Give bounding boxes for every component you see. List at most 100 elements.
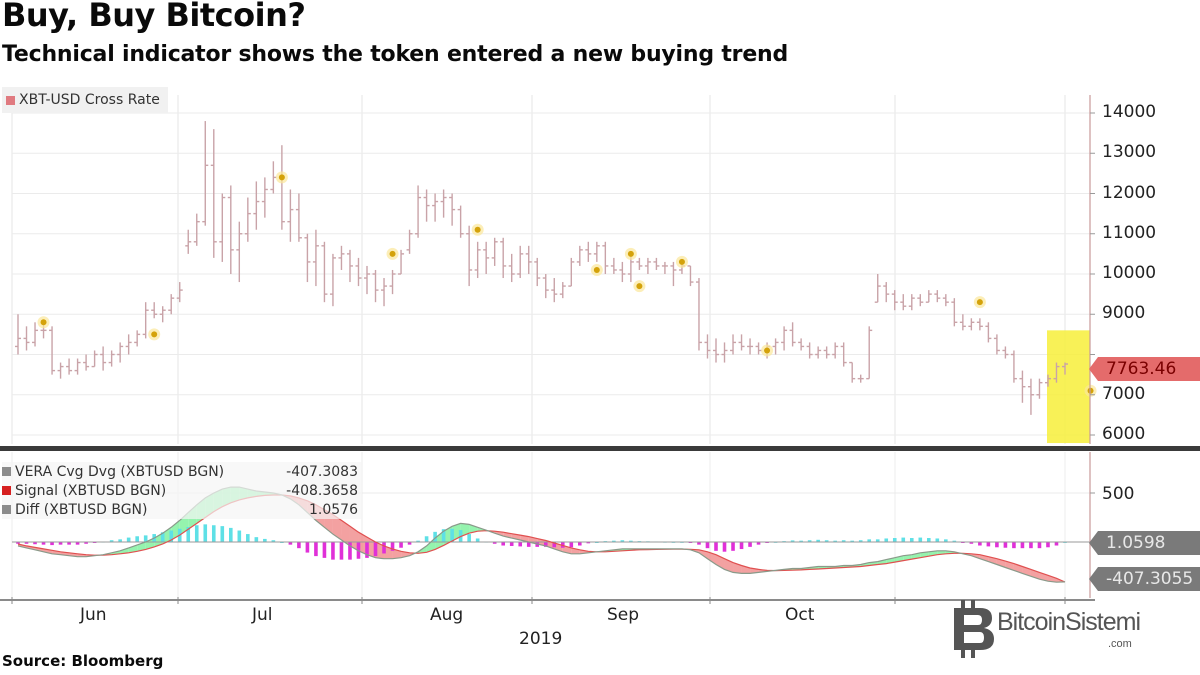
ohlc-bar: [134, 330, 141, 347]
histogram-bar: [365, 542, 369, 558]
price-gridlines: [11, 95, 1090, 444]
histogram-bar: [978, 542, 982, 546]
y-tick-label: 14000: [1102, 102, 1157, 122]
ohlc-bar: [993, 334, 1000, 355]
signal-dot: [389, 250, 396, 257]
histogram-bar: [118, 539, 122, 542]
ohlc-bar: [398, 249, 405, 275]
ohlc-bar: [219, 193, 226, 262]
ohlc-bar: [619, 261, 626, 283]
histogram-bar: [67, 542, 71, 545]
histogram-bar: [722, 542, 727, 552]
chart-title: Buy, Buy Bitcoin?: [2, 0, 306, 34]
histogram-bar: [756, 542, 761, 545]
source-note: Source: Bloomberg: [2, 652, 164, 670]
macd-histogram: [16, 524, 1067, 560]
histogram-bar: [441, 529, 446, 542]
signal-dot: [627, 250, 634, 257]
histogram-bar: [1054, 542, 1059, 546]
histogram-bar: [84, 542, 88, 544]
histogram-bar: [254, 537, 259, 542]
x-tick-label: Sep: [607, 605, 640, 625]
ohlc-bar: [202, 121, 209, 226]
signal-marker: [386, 247, 399, 260]
macd-fill-segment: [716, 554, 725, 570]
macd-fill-segment: [375, 542, 385, 559]
histogram-bar: [433, 531, 437, 542]
ohlc-bar: [176, 282, 183, 303]
histogram-bar: [373, 542, 378, 557]
legend-row-diff: Diff (XBTUSD BGN) 1.0576: [2, 500, 362, 519]
ohlc-bar: [100, 346, 107, 371]
ohlc-bar: [151, 302, 158, 319]
histogram-bar: [416, 540, 420, 542]
macd-fill-segment: [128, 544, 138, 553]
ohlc-bar: [602, 241, 609, 274]
legend-row-signal: Signal (XBTUSD BGN) -408.3658: [2, 481, 362, 500]
ohlc-bar: [406, 229, 413, 254]
macd-fill-segment: [145, 538, 155, 550]
legend-label-price: XBT-USD Cross Rate: [19, 92, 160, 108]
ohlc-bar: [559, 282, 566, 299]
ohlc-bar: [125, 334, 132, 355]
ohlc-bar: [168, 294, 175, 315]
ohlc-bar: [968, 318, 975, 331]
legend-label-diff: Diff (XBTUSD BGN): [15, 501, 148, 518]
signal-dot: [593, 266, 600, 273]
price-y-axis: [1089, 95, 1095, 444]
x-tick-label: Oct: [785, 605, 815, 625]
legend-value-diff: 1.0576: [309, 501, 358, 518]
histogram-bar: [50, 542, 54, 546]
histogram-bar: [833, 540, 837, 542]
last-price-tag: 7763.46: [1089, 357, 1200, 381]
ohlc-bar: [304, 233, 311, 283]
histogram-bar: [918, 537, 923, 542]
macd-fill-segment: [120, 547, 129, 554]
histogram-bar: [135, 536, 139, 542]
histogram-bar: [986, 542, 991, 547]
ohlc-bar: [1027, 378, 1034, 415]
ohlc-bar: [840, 342, 847, 367]
x-axis-year-label: 2019: [519, 629, 563, 649]
ohlc-bar: [874, 274, 881, 303]
ohlc-bar: [525, 245, 532, 274]
y-tick-label: 10000: [1102, 263, 1157, 283]
x-tick-label: Aug: [430, 605, 464, 625]
histogram-bar: [518, 542, 523, 547]
ohlc-bar: [781, 326, 788, 351]
histogram-bar: [41, 542, 46, 545]
ohlc-bar: [542, 274, 549, 299]
histogram-bar: [203, 524, 208, 542]
watermark-suffix: .com: [1108, 638, 1132, 650]
histogram-bar: [867, 539, 872, 542]
ohlc-bar: [755, 342, 762, 355]
ohlc-bar: [534, 257, 541, 287]
histogram-bar: [909, 538, 914, 542]
ohlc-bar: [449, 193, 456, 226]
ohlc-bar: [457, 205, 464, 238]
histogram-bar: [331, 542, 335, 560]
histogram-bar: [305, 542, 310, 553]
ohlc-bar: [568, 257, 575, 287]
signal-marker: [275, 171, 288, 184]
histogram-bar: [612, 540, 616, 542]
legend-swatch-signal: [2, 486, 11, 495]
histogram-bar: [892, 538, 897, 542]
signal-dot: [474, 226, 481, 233]
histogram-bar: [748, 542, 752, 547]
macd-fill-segment: [332, 514, 342, 541]
ohlc-bar: [798, 338, 805, 351]
ohlc-bar: [517, 245, 524, 279]
ohlc-bar: [236, 221, 243, 283]
ohlc-bar: [789, 322, 796, 347]
ohlc-bar: [389, 269, 396, 295]
y-tick-label: 11000: [1102, 222, 1157, 243]
histogram-bar: [271, 540, 276, 542]
signal-dot: [278, 174, 285, 181]
histogram-bar: [322, 542, 327, 558]
histogram-bar: [382, 542, 386, 554]
ohlc-bar: [295, 193, 302, 242]
ohlc-bar: [1019, 370, 1026, 403]
ohlc-bar: [704, 334, 711, 359]
y-tick-label: 12000: [1102, 182, 1157, 203]
